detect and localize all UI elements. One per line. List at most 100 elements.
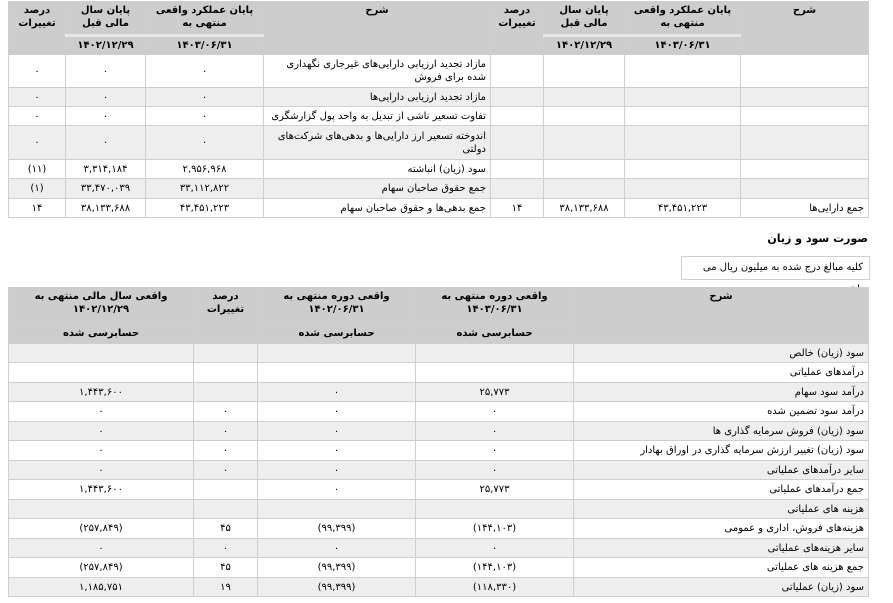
current-value: ۲,۹۵۶,۹۶۸ [145, 159, 264, 179]
fiscal-year-value: ۰ [8, 460, 194, 480]
previous-period-value: (۹۹,۳۹۹) [257, 577, 416, 597]
row-desc: سود (زیان) انباشته [263, 159, 491, 179]
percent-change: (۱) [8, 178, 66, 199]
current-value [624, 54, 741, 88]
table-row: سود (زیان) خالص [8, 343, 869, 363]
current-period-value: ۰ [415, 401, 574, 422]
table-row: جمع حقوق صاحبان سهام ۳۳,۱۱۲,۸۲۲ ۳۳,۴۷۰,۰۳۹… [8, 178, 869, 199]
currency-note: کلیه مبالغ درج شده به میلیون ریال می باش… [681, 256, 870, 295]
previous-period-value: (۹۹,۳۹۹) [257, 518, 416, 539]
previous-value [543, 106, 625, 126]
row-desc: تفاوت تسعیر ناشی از تبدیل به واحد پول گز… [263, 106, 491, 126]
row-desc: اندوخته تسعیر ارز دارایی‌ها و بدهی‌های ش… [263, 125, 491, 160]
current-value [624, 106, 741, 126]
row-desc: سود (زیان) فروش سرمایه گذاری ها [573, 421, 869, 441]
previous-period-value [257, 362, 416, 383]
header-current: پایان عملکرد واقعی منتهی به [624, 1, 741, 36]
percent-change [193, 479, 258, 500]
previous-period-value: ۰ [257, 460, 416, 480]
percent-change: ۱۴ [8, 198, 66, 218]
row-desc: سود (زیان) عملیاتی [573, 577, 869, 597]
current-value: ۳۳,۱۱۲,۸۲۲ [145, 178, 264, 199]
percent-change: ۰ [8, 87, 66, 107]
fiscal-year-value: ۱,۱۸۵,۷۵۱ [8, 577, 194, 597]
percent-change [490, 178, 544, 199]
current-value [624, 178, 741, 199]
row-desc: جمع حقوق صاحبان سهام [263, 178, 491, 199]
current-value: ۴۳,۴۵۱,۲۲۳ [624, 198, 741, 218]
table-row: جمع درآمدهای عملیاتی ۲۵,۷۷۳ ۰ ۱,۴۴۳,۶۰۰ [8, 479, 869, 500]
row-desc [740, 54, 869, 88]
table-row: اندوخته تسعیر ارز دارایی‌ها و بدهی‌های ش… [8, 125, 869, 160]
previous-period-value: ۰ [257, 479, 416, 500]
current-period-value: (۱۴۴,۱۰۳) [415, 518, 574, 539]
row-desc: جمع درآمدهای عملیاتی [573, 479, 869, 500]
percent-change: ۴۵ [193, 518, 258, 539]
row-desc [740, 159, 869, 179]
percent-change: ۰ [193, 440, 258, 461]
current-value: ۰ [145, 87, 264, 107]
previous-value: ۰ [65, 87, 146, 107]
header-desc: شرح [740, 1, 869, 55]
row-desc: درآمد سود سهام [573, 382, 869, 402]
header-year: واقعی سال مالی منتهی به ۱۴۰۲/۱۲/۲۹ [8, 287, 194, 323]
header-current: واقعی دوره منتهی به ۱۴۰۳/۰۶/۳۱ [415, 287, 574, 323]
fiscal-year-value: (۲۵۷,۸۴۹) [8, 557, 194, 578]
header-audited: حسابرسی شده [415, 322, 574, 344]
fiscal-year-value: ۰ [8, 440, 194, 461]
row-desc [740, 125, 869, 160]
header-previous-date: ۱۴۰۲/۱۲/۲۹ [65, 34, 146, 55]
previous-value: ۳۸,۱۳۳,۶۸۸ [65, 198, 146, 218]
row-desc: مازاد تجدید ارزیابی دارایی‌های غیرجاری ن… [263, 54, 491, 88]
row-desc: هزینه‌های فروش، اداری و عمومی [573, 518, 869, 539]
header-percent: درصد تغییرات [193, 287, 258, 344]
header-current-date: ۱۴۰۳/۰۶/۳۱ [145, 34, 264, 55]
header-previous: پایان سال مالی قبل [65, 1, 146, 36]
current-value [624, 159, 741, 179]
row-desc: مازاد تجدید ارزیابی دارایی‌ها [263, 87, 491, 107]
table-row: جمع هزینه های عملیاتی (۱۴۴,۱۰۳) (۹۹,۳۹۹) ۴۵… [8, 557, 869, 578]
row-desc: سود (زیان) خالص [573, 343, 869, 363]
previous-value [543, 87, 625, 107]
percent-change [193, 343, 258, 363]
row-desc: سایر هزینه‌های عملیاتی [573, 538, 869, 558]
row-desc [740, 87, 869, 107]
percent-change [490, 125, 544, 160]
previous-value: ۳۳,۴۷۰,۰۳۹ [65, 178, 146, 199]
previous-value: ۰ [65, 106, 146, 126]
row-desc: جمع دارایی‌ها [740, 198, 869, 218]
table-row: سود (زیان) تغییر ارزش سرمایه گذاری در او… [8, 440, 869, 461]
previous-period-value [257, 499, 416, 519]
percent-change: ۴۵ [193, 557, 258, 578]
percent-change: ۱۴ [490, 198, 544, 218]
header-current: پایان عملکرد واقعی منتهی به [145, 1, 264, 36]
fiscal-year-value: ۱,۴۴۳,۶۰۰ [8, 479, 194, 500]
fiscal-year-value: ۱,۴۴۳,۶۰۰ [8, 382, 194, 402]
header-current-date: ۱۴۰۳/۰۶/۳۱ [624, 34, 741, 55]
row-desc: هزینه های عملیاتی [573, 499, 869, 519]
previous-period-value: ۰ [257, 421, 416, 441]
current-value [624, 125, 741, 160]
percent-change: ۱۹ [193, 577, 258, 597]
row-desc: جمع بدهی‌ها و حقوق صاحبان سهام [263, 198, 491, 218]
percent-change [193, 362, 258, 383]
percent-change [490, 159, 544, 179]
table-row: درآمد سود تضمین شده ۰ ۰ ۰ ۰ [8, 401, 869, 422]
table-row: درآمد سود سهام ۲۵,۷۷۳ ۰ ۱,۴۴۳,۶۰۰ [8, 382, 869, 402]
current-period-value: ۲۵,۷۷۳ [415, 479, 574, 500]
percent-change: (۱۱) [8, 159, 66, 179]
row-desc: درآمد سود تضمین شده [573, 401, 869, 422]
table-row: جمع دارایی‌ها ۴۳,۴۵۱,۲۲۳ ۳۸,۱۳۳,۶۸۸ ۱۴ جمع ب… [8, 198, 869, 218]
previous-value: ۰ [65, 54, 146, 88]
row-desc: جمع هزینه های عملیاتی [573, 557, 869, 578]
current-period-value: ۰ [415, 538, 574, 558]
table-row: سود (زیان) فروش سرمایه گذاری ها ۰ ۰ ۰ ۰ [8, 421, 869, 441]
previous-value: ۰ [65, 125, 146, 160]
previous-period-value: ۰ [257, 401, 416, 422]
row-desc: سود (زیان) تغییر ارزش سرمایه گذاری در او… [573, 440, 869, 461]
current-period-value: ۰ [415, 460, 574, 480]
current-period-value: ۰ [415, 440, 574, 461]
fiscal-year-value [8, 343, 194, 363]
balance-sheet-table: شرح پایان عملکرد واقعی منتهی به پایان سا… [8, 1, 869, 218]
header-percent: درصد تغییرات [8, 1, 66, 55]
